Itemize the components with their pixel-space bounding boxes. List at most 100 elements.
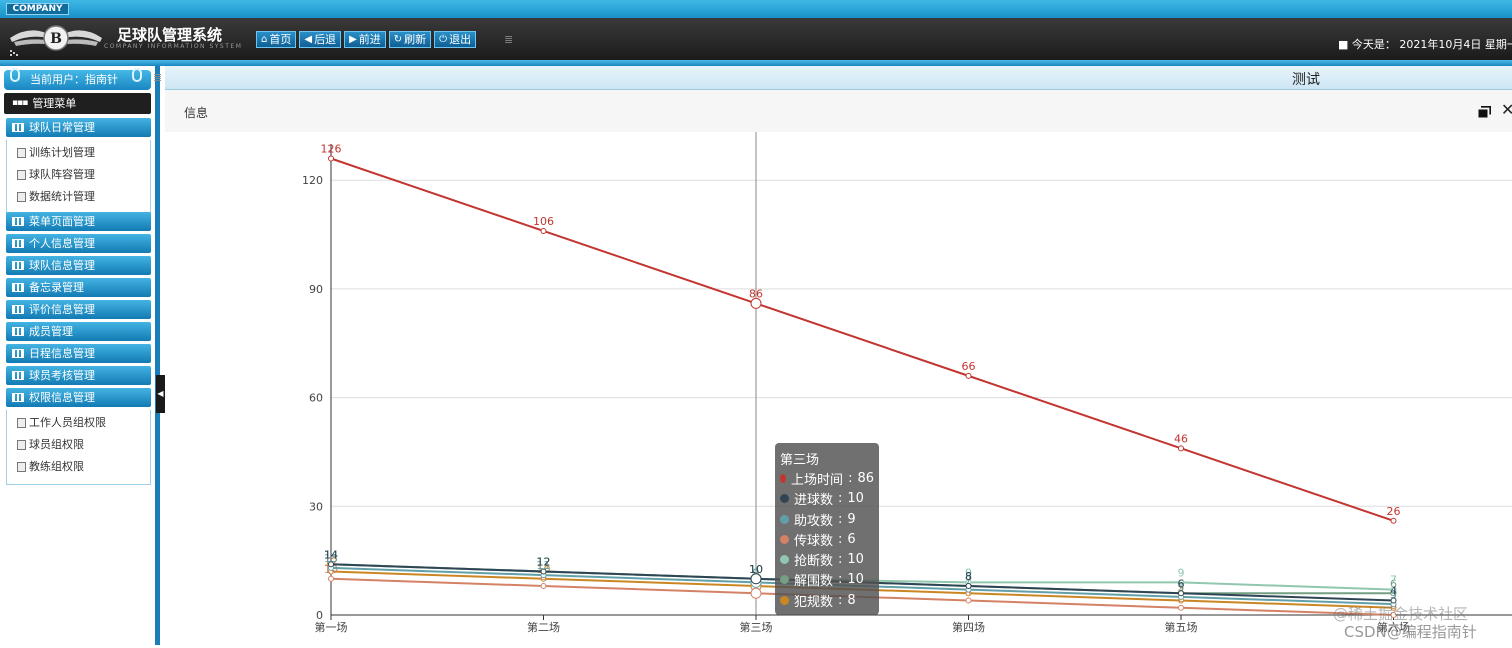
- x-tick-label: 第四场: [952, 620, 985, 634]
- list-icon: [12, 393, 24, 402]
- refresh-button[interactable]: ↻ 刷新: [388, 31, 432, 48]
- tooltip-value: 9: [847, 511, 856, 527]
- y-tick-label: 0: [316, 609, 323, 622]
- page-icon: [17, 148, 26, 158]
- app-header: [0, 18, 1512, 60]
- data-point: [328, 561, 334, 568]
- menu-item[interactable]: 数据统计管理: [7, 186, 150, 208]
- data-label: 13: [324, 552, 338, 565]
- tooltip-value: 6: [847, 531, 856, 547]
- list-icon: [12, 217, 24, 226]
- tooltip-series-name: 解围数: [794, 574, 834, 590]
- data-label: 10: [749, 563, 763, 576]
- menu-group-header[interactable]: 成员管理: [6, 322, 151, 341]
- page-icon: [17, 440, 26, 450]
- data-label: 10: [749, 563, 763, 576]
- refresh-icon: ↻: [393, 34, 403, 45]
- menu-item[interactable]: 训练计划管理: [7, 142, 150, 164]
- data-label: 14: [324, 548, 338, 561]
- watermark: CSDN@编程指南针: [1344, 623, 1477, 641]
- data-label: 6: [1178, 577, 1185, 590]
- data-point: [750, 297, 762, 309]
- grid-icon: ▪▪▪: [12, 98, 28, 108]
- menu-group: 个人信息管理: [6, 234, 151, 256]
- menu-item-label: 球员组权限: [29, 438, 84, 451]
- data-point: [540, 227, 547, 234]
- menu-item[interactable]: 球员组权限: [7, 434, 150, 456]
- menu-group-header[interactable]: 个人信息管理: [6, 234, 151, 253]
- tooltip-separator: :: [848, 470, 853, 486]
- menu-group-header[interactable]: 评价信息管理: [6, 300, 151, 319]
- menu-grip-icon[interactable]: ≣: [504, 33, 514, 46]
- data-label: 12: [537, 556, 551, 569]
- menu-group-header[interactable]: 备忘录管理: [6, 278, 151, 297]
- y-tick-label: 90: [309, 283, 323, 296]
- tab-title[interactable]: 测试: [1292, 72, 1320, 88]
- data-label: 3: [1390, 588, 1397, 601]
- back-button[interactable]: ◀ 后退: [299, 31, 342, 48]
- app-subtitle: COMPANY INFORMATION SYSTEM: [104, 43, 243, 50]
- data-label: 14: [324, 548, 338, 561]
- panel-title: 信息: [184, 106, 209, 120]
- menu-item-label: 工作人员组权限: [29, 416, 106, 429]
- menu-item-label: 球队阵容管理: [29, 168, 95, 181]
- data-point: [328, 575, 334, 582]
- menu-group: 备忘录管理: [6, 278, 151, 300]
- nav-label: 前进: [358, 33, 381, 46]
- forward-button[interactable]: ▶ 前进: [344, 31, 386, 48]
- sidebar: 当前用户：指南针 ▪▪▪ 管理菜单 球队日常管理 训练计划管理 球队阵容管理 数据统计…: [0, 66, 160, 645]
- tooltip-value: 10: [847, 552, 864, 568]
- app-logo: B: [10, 25, 102, 56]
- data-point: [1390, 517, 1397, 524]
- logout-button[interactable]: ⏻ 退出: [434, 31, 477, 48]
- tooltip-series-name: 上场时间: [791, 472, 844, 488]
- list-icon: [12, 371, 24, 380]
- series-dot-icon: [780, 555, 789, 565]
- menu-item[interactable]: 工作人员组权限: [7, 412, 150, 434]
- sidebar-collapse-handle[interactable]: ◀: [156, 375, 165, 413]
- menu-group-header[interactable]: 菜单页面管理: [6, 212, 151, 231]
- close-icon[interactable]: ✕: [1501, 100, 1512, 119]
- data-label: 12: [537, 556, 551, 569]
- top-nav: ⌂ 首页 ◀ 后退 ▶ 前进 ↻ 刷新 ⏻ 退出: [256, 31, 477, 48]
- data-label: 9: [753, 566, 760, 579]
- x-tick-label: 第六场: [1377, 620, 1410, 634]
- power-icon: ⏻: [439, 34, 448, 45]
- data-label: 86: [749, 287, 763, 300]
- menu-group-header[interactable]: 日程信息管理: [6, 344, 151, 363]
- tooltip-row: 传球数:6: [780, 529, 874, 549]
- data-point: [540, 568, 547, 575]
- data-label: 8: [965, 570, 972, 583]
- data-label: 5: [1178, 581, 1185, 594]
- data-point: [965, 597, 972, 604]
- list-icon: [12, 349, 24, 358]
- tooltip-row: 进球数:10: [780, 489, 874, 509]
- data-label: 8: [965, 570, 972, 583]
- menu-group-label: 权限信息管理: [29, 391, 95, 404]
- menu-group-header[interactable]: 权限信息管理: [6, 388, 151, 407]
- menu-group: 球队信息管理: [6, 256, 151, 278]
- data-label: 11: [537, 559, 551, 572]
- square-bullet-icon: ■: [1338, 38, 1352, 51]
- watermark: @稀土掘金技术社区: [1333, 605, 1469, 623]
- series-dot-icon: [780, 534, 789, 544]
- menu-group: 权限信息管理 工作人员组权限 球员组权限教练组权限: [6, 388, 151, 485]
- tooltip-row: 犯规数:8: [780, 590, 874, 610]
- data-point: [1178, 445, 1184, 452]
- tooltip-row: 上场时间:86: [780, 468, 874, 488]
- home-button[interactable]: ⌂ 首页: [256, 31, 297, 48]
- data-point: [1178, 604, 1184, 611]
- menu-group-header[interactable]: 球队信息管理: [6, 256, 151, 275]
- company-badge: COMPANY: [6, 3, 69, 15]
- data-point: [1178, 579, 1184, 586]
- data-point: [965, 372, 972, 379]
- list-icon: [12, 123, 24, 132]
- menu-group-header[interactable]: 球队日常管理: [6, 118, 151, 137]
- list-icon: [12, 327, 24, 336]
- menu-item[interactable]: 教练组权限: [7, 456, 150, 478]
- restore-window-icon[interactable]: [1478, 106, 1491, 118]
- menu-item[interactable]: 球队阵容管理: [7, 164, 150, 186]
- data-label: 14: [324, 548, 338, 561]
- menu-group-header[interactable]: 球员考核管理: [6, 366, 151, 385]
- tooltip-value: 86: [857, 470, 874, 486]
